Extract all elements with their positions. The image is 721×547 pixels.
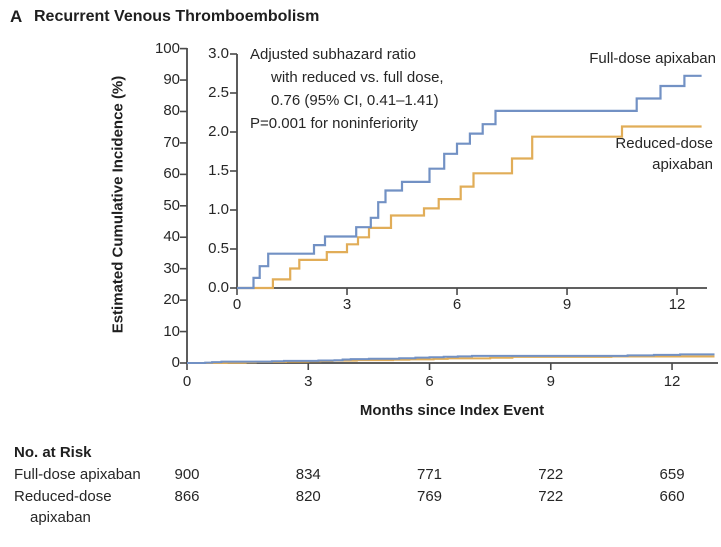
main-x-tick-label: 12 — [663, 373, 681, 390]
risk-count: 900 — [174, 466, 200, 483]
main-y-tick-label: 40 — [163, 228, 180, 246]
inset-x-tick-label: 0 — [232, 296, 242, 313]
annotation-line-4: P=0.001 for noninferiority — [250, 115, 419, 132]
panel-letter: A — [10, 7, 23, 26]
main-y-tick-label: 60 — [163, 165, 180, 183]
annotation-line-2: with reduced vs. full dose, — [271, 69, 444, 86]
inset-x-tick-label: 9 — [562, 296, 572, 313]
risk-count: 722 — [538, 466, 564, 483]
y-axis-label: Estimated Cumulative Incidence (%) — [109, 75, 127, 334]
main-x-tick-label: 6 — [425, 373, 434, 390]
annotation-line-1: Adjusted subhazard ratio — [250, 46, 416, 63]
inset-x-tick-label: 3 — [342, 296, 352, 313]
risk-count: 771 — [417, 466, 443, 483]
risk-count: 820 — [295, 488, 321, 505]
main-y-tick-label: 100 — [154, 39, 180, 57]
main-y-tick-label: 70 — [163, 133, 180, 151]
main-y-tick-label: 90 — [163, 71, 180, 89]
inset-y-tick-label: 2.5 — [208, 84, 229, 101]
subhazard-annotation: Adjusted subhazard ratio with reduced vs… — [250, 43, 444, 135]
main-y-tick-label: 50 — [163, 196, 180, 214]
inset-y-tick-label: 2.0 — [208, 123, 229, 140]
legend-reduced-line-2: apixaban — [652, 156, 713, 173]
risk-count: 659 — [659, 466, 685, 483]
risk-count: 834 — [295, 466, 321, 483]
annotation-line-3: 0.76 (95% CI, 0.41–1.41) — [271, 92, 439, 109]
risk-count: 660 — [659, 488, 685, 505]
legend-reduced-line-1: Reduced-dose — [615, 135, 713, 152]
inset-y-tick-label: 0.5 — [208, 240, 229, 257]
inset-y-tick-label: 3.0 — [208, 45, 229, 62]
risk-row-label-full: Full-dose apixaban — [14, 466, 141, 483]
main-y-tick-label: 20 — [163, 291, 180, 309]
inset-y-tick-label: 1.5 — [208, 162, 229, 179]
x-axis-label: Months since Index Event — [359, 402, 545, 419]
main-y-tick-label: 0 — [171, 354, 180, 371]
risk-count: 866 — [174, 488, 200, 505]
series-curve — [237, 74, 702, 290]
inset-x-tick-label: 6 — [452, 296, 462, 313]
inset-x-tick-label: 12 — [668, 296, 686, 313]
series-curve — [187, 353, 715, 364]
main-y-tick-label: 80 — [163, 102, 180, 120]
main-x-tick-label: 9 — [546, 373, 555, 390]
figure-title: Recurrent Venous Thromboembolism — [34, 8, 320, 25]
series-curve — [237, 125, 702, 290]
legend-reduced-dose: Reduced-dose apixaban — [500, 133, 713, 175]
risk-table-header: No. at Risk — [14, 444, 92, 461]
risk-row-label-reduced-1: Reduced-dose — [14, 488, 112, 505]
main-x-tick-label: 0 — [182, 373, 192, 390]
inset-y-tick-label: 1.0 — [208, 201, 229, 218]
main-y-tick-label: 30 — [163, 259, 180, 277]
risk-count: 769 — [417, 488, 443, 505]
main-x-tick-label: 3 — [304, 373, 313, 390]
main-y-tick-label: 10 — [163, 322, 180, 340]
risk-row-label-reduced-2: apixaban — [30, 509, 91, 526]
inset-y-tick-label: 0.0 — [208, 279, 229, 296]
risk-count: 722 — [538, 488, 564, 505]
legend-full-dose: Full-dose apixaban — [589, 50, 716, 67]
